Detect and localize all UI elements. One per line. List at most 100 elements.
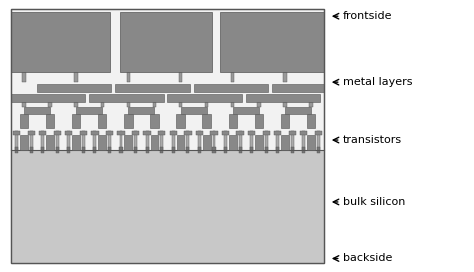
Bar: [27, 131, 35, 135]
Bar: [46, 150, 54, 151]
Bar: [177, 135, 184, 150]
Bar: [281, 135, 289, 150]
Bar: [222, 131, 229, 135]
Bar: [72, 135, 80, 150]
Bar: [281, 150, 289, 151]
Bar: [272, 84, 324, 92]
Bar: [39, 131, 46, 135]
Bar: [124, 135, 132, 150]
Bar: [118, 131, 125, 135]
Bar: [11, 10, 324, 262]
Bar: [231, 103, 235, 107]
Bar: [246, 94, 320, 103]
Bar: [115, 84, 190, 92]
Bar: [281, 113, 289, 128]
Bar: [146, 131, 148, 150]
Bar: [134, 147, 137, 153]
Bar: [198, 147, 201, 153]
Bar: [274, 131, 282, 135]
Bar: [307, 135, 315, 150]
Bar: [127, 103, 130, 107]
Bar: [317, 147, 320, 153]
Bar: [91, 131, 99, 135]
Bar: [41, 147, 44, 153]
Bar: [15, 147, 18, 153]
Text: bulk silicon: bulk silicon: [343, 197, 405, 207]
Bar: [229, 150, 237, 151]
Bar: [30, 131, 33, 150]
Bar: [13, 131, 20, 135]
Bar: [98, 150, 106, 151]
Bar: [93, 147, 97, 153]
Bar: [124, 113, 133, 128]
Bar: [54, 131, 61, 135]
Bar: [289, 131, 296, 135]
Bar: [186, 147, 190, 153]
Bar: [72, 150, 80, 151]
Bar: [134, 131, 137, 150]
Bar: [179, 103, 182, 107]
Bar: [257, 103, 261, 107]
Bar: [150, 113, 159, 128]
Bar: [283, 72, 287, 82]
Bar: [11, 12, 110, 72]
Bar: [229, 135, 237, 150]
Bar: [132, 131, 139, 135]
Bar: [46, 135, 54, 150]
Bar: [291, 147, 294, 153]
Bar: [224, 131, 227, 150]
Bar: [212, 131, 215, 150]
Bar: [80, 131, 87, 135]
Bar: [276, 147, 279, 153]
Bar: [255, 135, 263, 150]
Bar: [82, 131, 85, 150]
Bar: [160, 147, 164, 153]
Bar: [179, 72, 182, 82]
Text: transistors: transistors: [343, 135, 402, 145]
Bar: [302, 131, 305, 150]
Bar: [100, 103, 104, 107]
Bar: [177, 150, 184, 151]
Bar: [203, 150, 210, 151]
Bar: [144, 131, 151, 135]
Bar: [22, 103, 26, 107]
Bar: [37, 84, 111, 92]
Bar: [212, 147, 216, 153]
Bar: [248, 131, 255, 135]
Bar: [184, 131, 191, 135]
Bar: [317, 131, 320, 150]
Bar: [128, 107, 155, 113]
Bar: [263, 131, 270, 135]
Bar: [146, 147, 149, 153]
Bar: [29, 147, 33, 153]
Bar: [98, 113, 106, 128]
Bar: [120, 12, 212, 72]
Bar: [67, 147, 70, 153]
Bar: [265, 131, 268, 150]
Bar: [124, 150, 132, 151]
Bar: [302, 147, 305, 153]
Bar: [89, 94, 164, 103]
Bar: [276, 131, 279, 150]
Bar: [202, 113, 211, 128]
Bar: [255, 150, 263, 151]
Bar: [153, 103, 156, 107]
Bar: [231, 72, 235, 82]
Bar: [255, 113, 263, 128]
Bar: [127, 72, 130, 82]
Bar: [283, 103, 287, 107]
Text: backside: backside: [343, 254, 392, 264]
Bar: [41, 131, 44, 150]
Bar: [106, 131, 113, 135]
Bar: [228, 113, 237, 128]
Bar: [264, 147, 268, 153]
Bar: [82, 147, 85, 153]
Bar: [67, 131, 70, 150]
Bar: [315, 131, 322, 135]
Bar: [193, 84, 268, 92]
Bar: [233, 107, 259, 113]
Bar: [203, 135, 210, 150]
Bar: [170, 131, 177, 135]
Bar: [98, 135, 106, 150]
Text: metal layers: metal layers: [343, 77, 412, 87]
